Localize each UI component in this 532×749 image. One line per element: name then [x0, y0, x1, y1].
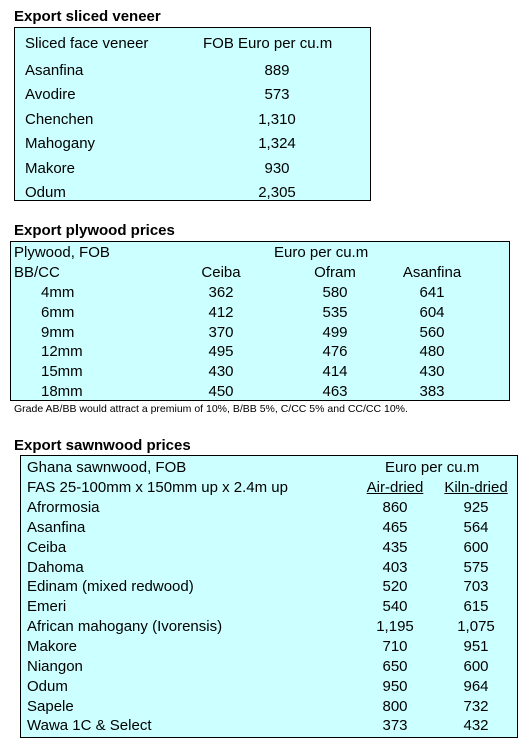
plywood-price: 414 [322, 363, 348, 381]
veneer-heading: Export sliced veneer [14, 8, 161, 25]
plywood-col-asanfina: Asanfina [402, 264, 462, 281]
veneer-species: Makore [25, 159, 76, 177]
sawnwood-air-price: 403 [382, 558, 408, 576]
sawnwood-air-price: 860 [382, 499, 408, 516]
sawnwood-kiln-price: 600 [463, 538, 489, 556]
plywood-header-unit: Euro per cu.m [274, 244, 369, 261]
veneer-table: Sliced face veneer FOB Euro per cu.m Asa… [14, 27, 371, 201]
plywood-heading: Export plywood prices [14, 222, 175, 239]
plywood-price: 463 [322, 383, 348, 400]
sawnwood-species: Afrormosia [27, 499, 100, 516]
plywood-price: 560 [419, 323, 445, 341]
plywood-price: 535 [322, 303, 348, 321]
veneer-species: Odum [25, 184, 66, 201]
sawnwood-species: African mahogany (Ivorensis) [27, 618, 223, 636]
sawnwood-species: Makore [27, 637, 78, 655]
plywood-table: Plywood, FOB Euro per cu.m BB/CC Ceiba O… [10, 241, 510, 401]
plywood-thickness: 4mm [41, 284, 75, 301]
plywood-col-ofram: Ofram [314, 264, 356, 281]
sawnwood-kiln-price: 951 [463, 637, 489, 655]
plywood-thickness: 12mm [41, 343, 83, 361]
sawnwood-kiln-price: 575 [463, 558, 489, 576]
veneer-species: Chenchen [25, 110, 94, 128]
sawnwood-species: Odum [27, 677, 68, 695]
sawnwood-kiln-price: 1,075 [457, 618, 495, 636]
sawnwood-kiln-price: 925 [463, 499, 489, 516]
veneer-species: Avodire [25, 86, 76, 104]
plywood-price: 450 [208, 383, 234, 400]
plywood-price: 476 [322, 343, 348, 361]
veneer-price: 1,310 [258, 110, 296, 128]
veneer-price: 889 [264, 62, 290, 79]
sawnwood-air-price: 800 [382, 697, 408, 715]
sawnwood-air-price: 520 [382, 578, 408, 596]
plywood-price: 430 [208, 363, 234, 381]
plywood-price: 362 [208, 284, 234, 301]
plywood-price: 499 [322, 323, 348, 341]
sawnwood-kiln-price: 432 [463, 717, 489, 735]
sawnwood-grade-label: FAS 25-100mm x 150mm up x 2.4m up [27, 479, 288, 496]
plywood-header-left: Plywood, FOB [14, 244, 110, 261]
sawnwood-air-price: 435 [382, 538, 408, 556]
sawnwood-kiln-price: 600 [463, 657, 489, 675]
sawnwood-table: Ghana sawnwood, FOB Euro per cu.m FAS 25… [20, 455, 518, 738]
plywood-thickness: 6mm [41, 303, 75, 321]
sawnwood-kiln-price: 564 [463, 518, 489, 536]
plywood-thickness: 9mm [41, 323, 75, 341]
veneer-price: 1,324 [258, 135, 296, 153]
sawnwood-air-price: 650 [382, 657, 408, 675]
sawnwood-col-kiln-dried: Kiln-dried [444, 479, 508, 496]
plywood-price: 480 [419, 343, 445, 361]
sawnwood-species: Emeri [27, 598, 67, 616]
plywood-col-ceiba: Ceiba [201, 264, 241, 281]
veneer-price: 2,305 [258, 184, 296, 201]
sawnwood-header-left: Ghana sawnwood, FOB [27, 459, 187, 476]
veneer-price: 573 [264, 86, 290, 104]
sawnwood-kiln-price: 703 [463, 578, 489, 596]
sawnwood-heading: Export sawnwood prices [14, 437, 191, 454]
sawnwood-air-price: 540 [382, 598, 408, 616]
plywood-thickness: 18mm [41, 383, 83, 400]
veneer-price: 930 [264, 159, 290, 177]
plywood-price: 383 [419, 383, 445, 400]
sawnwood-species: Dahoma [27, 558, 84, 576]
sawnwood-kiln-price: 732 [463, 697, 489, 715]
sawnwood-species: Edinam (mixed redwood) [27, 578, 194, 596]
sawnwood-col-air-dried: Air-dried [366, 479, 424, 496]
sawnwood-species: Ceiba [27, 538, 67, 556]
plywood-price: 495 [208, 343, 234, 361]
plywood-price: 641 [419, 284, 445, 301]
sawnwood-species: Niangon [27, 657, 83, 675]
plywood-price: 430 [419, 363, 445, 381]
sawnwood-air-price: 950 [382, 677, 408, 695]
sawnwood-header-unit: Euro per cu.m [385, 459, 480, 476]
sawnwood-air-price: 465 [382, 518, 408, 536]
plywood-price: 412 [208, 303, 234, 321]
plywood-grade-label: BB/CC [14, 264, 60, 281]
sawnwood-kiln-price: 615 [463, 598, 489, 616]
sawnwood-species: Sapele [27, 697, 74, 715]
sawnwood-species: Wawa 1C & Select [27, 717, 152, 735]
veneer-col-species-header: Sliced face veneer [25, 35, 149, 52]
sawnwood-kiln-price: 964 [463, 677, 489, 695]
plywood-thickness: 15mm [41, 363, 83, 381]
veneer-col-price-header: FOB Euro per cu.m [203, 35, 333, 52]
plywood-price: 370 [208, 323, 234, 341]
veneer-species: Asanfina [25, 62, 84, 79]
sawnwood-air-price: 710 [382, 637, 408, 655]
plywood-price: 604 [419, 303, 445, 321]
plywood-price: 580 [322, 284, 348, 301]
sawnwood-air-price: 1,195 [376, 618, 414, 636]
sawnwood-air-price: 373 [382, 717, 408, 735]
sawnwood-species: Asanfina [27, 518, 86, 536]
plywood-grade-note: Grade AB/BB would attract a premium of 1… [14, 403, 408, 415]
veneer-species: Mahogany [25, 135, 96, 153]
